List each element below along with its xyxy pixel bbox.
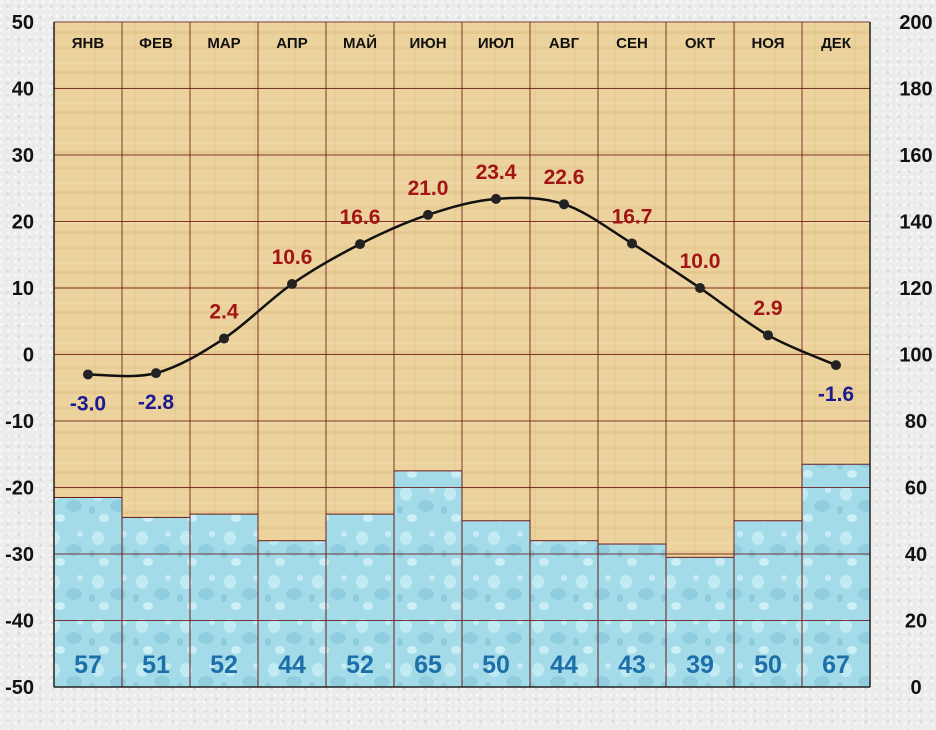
temperature-label-6: 21.0 (408, 177, 449, 200)
precipitation-bar-12 (801, 463, 871, 688)
temperature-point-4 (287, 279, 297, 290)
month-label: АВГ (549, 35, 580, 52)
precipitation-bars (53, 463, 871, 688)
precipitation-label-5: 52 (346, 651, 374, 679)
temperature-label-3: 2.4 (209, 301, 239, 324)
temperature-point-9 (627, 238, 637, 249)
temperature-label-8: 22.6 (544, 166, 585, 189)
temperature-point-12 (831, 360, 841, 371)
temperature-point-2 (151, 368, 161, 379)
precipitation-label-11: 50 (754, 651, 782, 679)
month-label: ДЕК (821, 35, 852, 52)
temperature-label-4: 10.6 (272, 246, 313, 269)
precipitation-label-9: 43 (618, 651, 646, 679)
temperature-point-8 (559, 199, 569, 210)
precip-tick-label: 200 (899, 12, 932, 34)
temperature-points (83, 193, 841, 380)
precipitation-bar-2 (121, 516, 191, 688)
precip-tick-label: 180 (899, 79, 932, 101)
precip-tick-label: 20 (905, 611, 927, 633)
precip-tick-label: 40 (905, 544, 927, 566)
temp-tick-label: 50 (12, 12, 34, 34)
month-label: ИЮЛ (478, 35, 514, 52)
temp-tick-label: -30 (5, 544, 34, 566)
precipitation-bar-7 (461, 520, 531, 688)
precipitation-label-2: 51 (142, 651, 170, 679)
temp-tick-label: 30 (12, 145, 34, 167)
month-label: НОЯ (751, 35, 784, 52)
gridlines (54, 21, 870, 688)
month-label: ЯНВ (72, 35, 105, 52)
temp-tick-label: 40 (12, 79, 34, 101)
precipitation-bar-10 (665, 556, 735, 688)
precipitation-bar-1 (53, 496, 123, 688)
precipitation-label-7: 50 (482, 651, 510, 679)
precipitation-bar-4 (257, 540, 327, 688)
precipitation-label-8: 44 (550, 651, 578, 679)
temperature-label-7: 23.4 (476, 161, 517, 184)
temperature-labels: -3.0 -2.8 2.4 10.6 16.6 21.0 23.4 22.6 16.7 10.0 2… (70, 161, 854, 416)
precipitation-label-10: 39 (686, 651, 714, 679)
precipitation-label-3: 52 (210, 651, 238, 679)
precip-tick-label: 140 (899, 212, 932, 234)
temperature-point-1 (83, 369, 93, 380)
precip-tick-label: 100 (899, 345, 932, 367)
temperature-label-10: 10.0 (680, 250, 721, 273)
precipitation-label-1: 57 (74, 651, 102, 679)
temperature-label-1: -3.0 (70, 392, 106, 415)
temp-tick-label: -40 (5, 611, 34, 633)
temperature-label-9: 16.7 (612, 205, 653, 228)
temp-tick-label: 0 (23, 345, 34, 367)
precipitation-label-4: 44 (278, 651, 306, 679)
month-label: МАЙ (343, 34, 377, 52)
temperature-label-11: 2.9 (753, 297, 782, 320)
temp-tick-label: 10 (12, 278, 34, 300)
precip-tick-label: 160 (899, 145, 932, 167)
precip-tick-label: 120 (899, 278, 932, 300)
month-label: ОКТ (685, 35, 715, 52)
month-label: СЕН (616, 35, 648, 52)
temperature-axis: 50 40 30 20 10 0 -10 -20 -30 -40 -50 (5, 12, 34, 699)
temp-tick-label: -10 (5, 411, 34, 433)
precipitation-label-12: 67 (822, 651, 850, 679)
month-label: ФЕВ (139, 35, 173, 52)
temp-tick-label: -20 (5, 478, 34, 500)
temp-tick-label: -50 (5, 677, 34, 699)
temperature-point-7 (491, 193, 501, 204)
temperature-label-5: 16.6 (340, 206, 381, 229)
temperature-point-5 (355, 239, 365, 250)
precip-tick-label: 0 (910, 677, 921, 699)
month-label: ИЮН (409, 35, 446, 52)
precipitation-bar-3 (189, 513, 259, 688)
temperature-point-10 (695, 283, 705, 293)
precip-tick-label: 60 (905, 478, 927, 500)
month-label: АПР (276, 35, 307, 52)
temp-tick-label: 20 (12, 212, 34, 234)
month-label: МАР (207, 35, 240, 52)
precip-tick-label: 80 (905, 411, 927, 433)
temperature-point-3 (219, 333, 229, 344)
month-labels: ЯНВ ФЕВ МАР АПР МАЙ ИЮН ИЮЛ АВГ СЕН ОКТ НОЯ ДЕК (72, 34, 852, 52)
temperature-label-2: -2.8 (138, 391, 175, 414)
temperature-point-6 (423, 209, 433, 220)
precipitation-label-6: 65 (414, 651, 442, 679)
precipitation-labels: 57 51 52 44 52 65 50 44 43 39 50 67 (74, 651, 850, 679)
temperature-label-12: -1.6 (818, 383, 854, 406)
temperature-point-11 (763, 330, 773, 341)
